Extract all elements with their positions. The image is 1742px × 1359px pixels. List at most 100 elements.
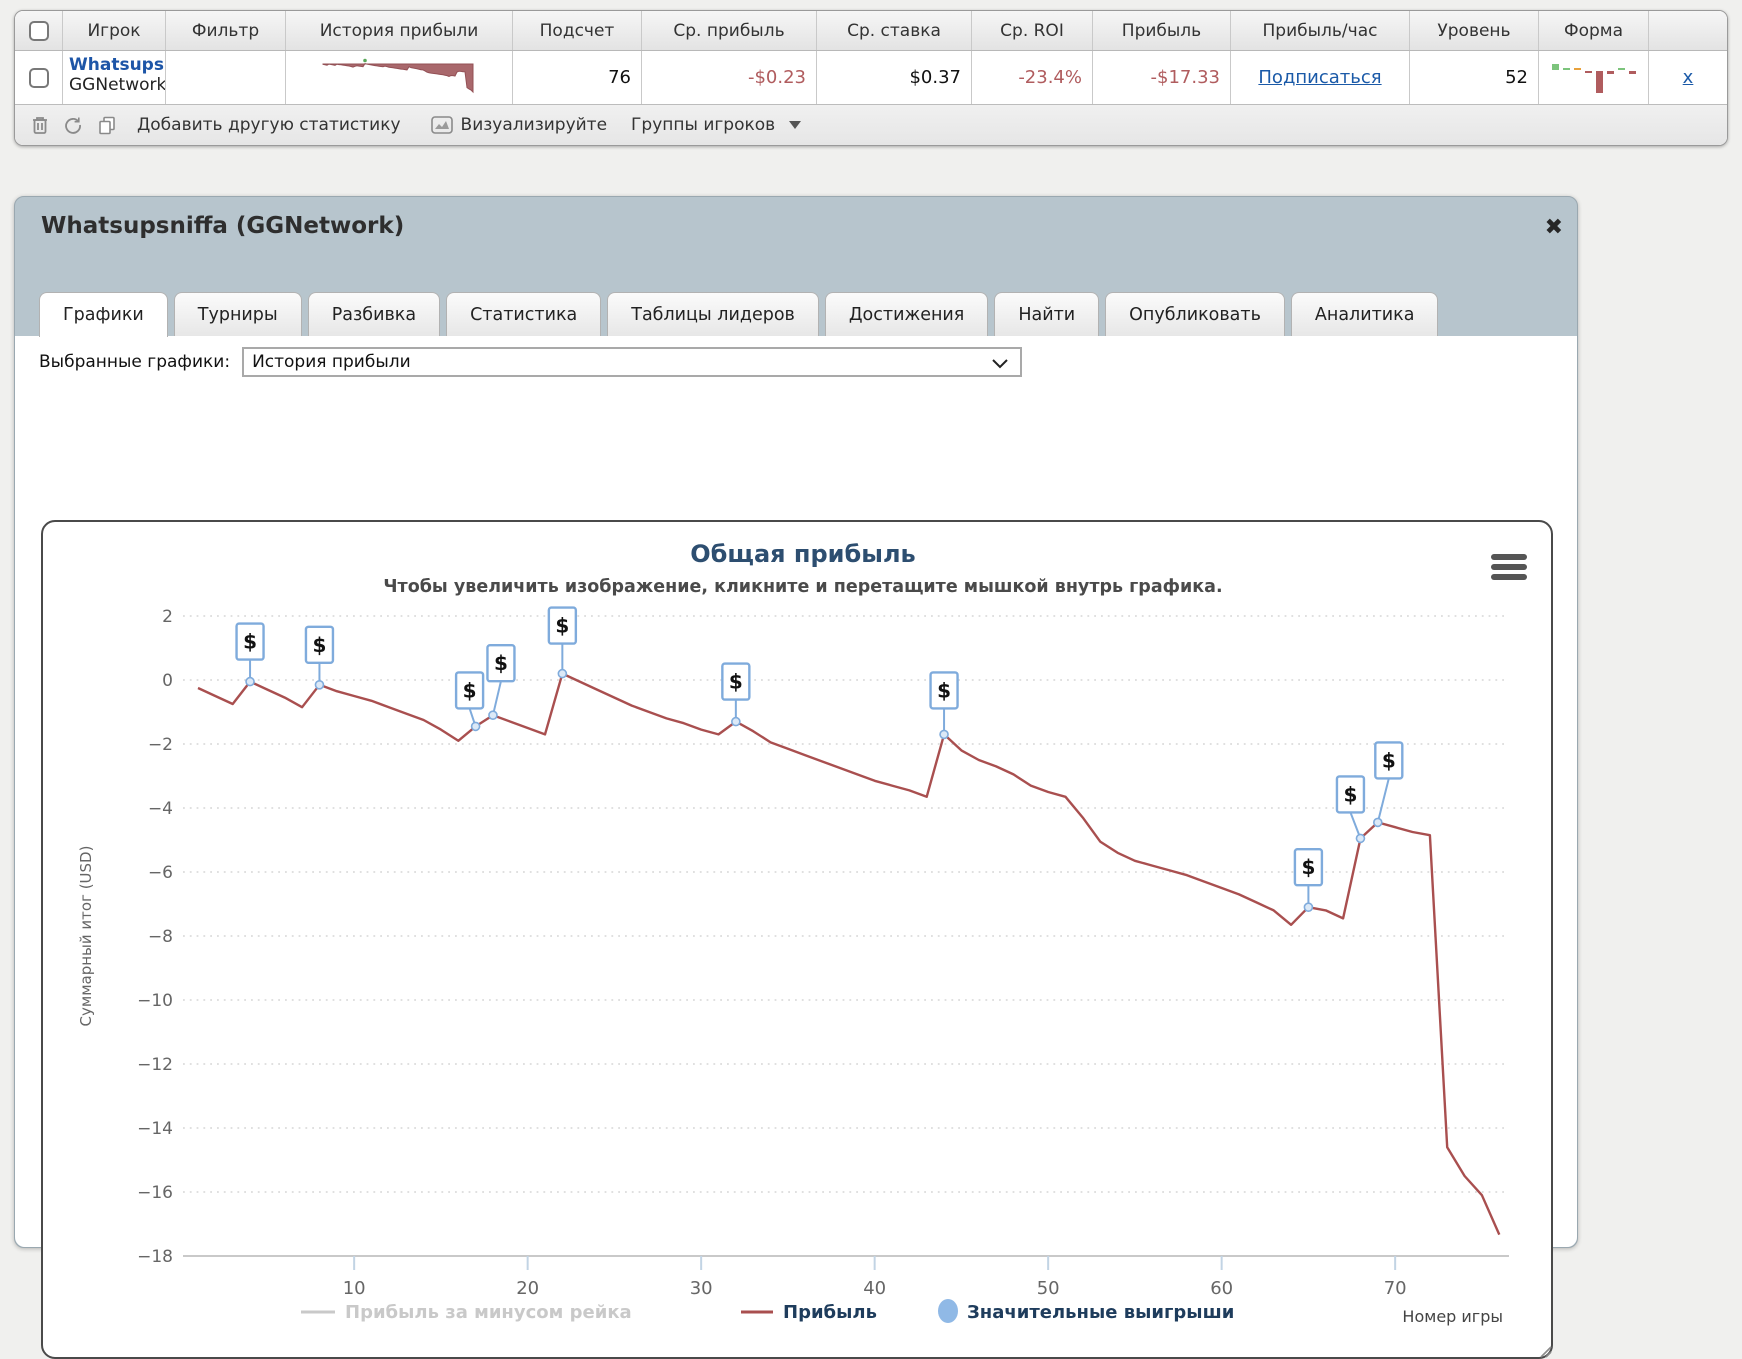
significant-win-marker[interactable]	[1374, 741, 1404, 780]
avg-profit-cell: -$0.23	[642, 51, 817, 104]
hamburger-icon	[1491, 554, 1527, 560]
significant-win-marker[interactable]	[721, 662, 751, 701]
profit-chart[interactable]: Общая прибыль Чтобы увеличить изображение…	[41, 520, 1553, 1359]
panel-title: Whatsupsniffa (GGNetwork)	[41, 213, 405, 239]
trash-icon	[33, 117, 47, 134]
charts-select-label: Выбранные графики:	[39, 352, 231, 372]
svg-text:$: $	[312, 633, 326, 657]
tab-graphs[interactable]: Графики	[39, 292, 168, 337]
chart-controls: Выбранные графики: История прибыли	[39, 347, 1023, 377]
svg-text:30: 30	[690, 1278, 713, 1299]
profit-history-sparkline-cell[interactable]	[286, 51, 513, 104]
significant-win-marker[interactable]	[547, 606, 578, 645]
add-statistic-label: Добавить другую статистику	[137, 115, 401, 135]
results-table-header: Игрок Фильтр История прибыли Подсчет Ср.…	[15, 11, 1727, 51]
svg-text:$: $	[494, 651, 508, 675]
svg-text:Суммарный итог (USD): Суммарный итог (USD)	[77, 846, 95, 1027]
significant-win-marker[interactable]	[235, 622, 265, 661]
level-cell: 52	[1410, 51, 1539, 104]
tab-statistics[interactable]: Статистика	[446, 292, 602, 336]
refresh-button[interactable]	[63, 115, 83, 135]
resize-grip[interactable]	[1535, 1341, 1553, 1359]
tab-leaderboards[interactable]: Таблицы лидеров	[607, 292, 819, 336]
tab-publish[interactable]: Опубликовать	[1105, 292, 1285, 336]
form-sparkline	[1551, 63, 1636, 93]
delete-button[interactable]	[31, 115, 49, 135]
significant-win-marker[interactable]	[486, 643, 516, 683]
legend-significant-wins[interactable]: Значительные выигрыши	[967, 1302, 1234, 1323]
significant-win-marker[interactable]	[1293, 848, 1324, 887]
col-player: Игрок	[63, 11, 166, 50]
svg-text:−10: −10	[137, 991, 173, 1011]
svg-text:10: 10	[343, 1278, 366, 1299]
tab-tournaments[interactable]: Турниры	[173, 292, 302, 336]
avg-roi-cell: -23.4%	[972, 51, 1093, 104]
svg-text:$: $	[1343, 782, 1357, 806]
significant-win-marker[interactable]	[929, 671, 959, 710]
profit-cell: -$17.33	[1093, 51, 1231, 104]
chart-menu-button[interactable]	[1491, 552, 1527, 582]
visualize-button[interactable]: Визуализируйте	[430, 115, 608, 135]
select-all-checkbox[interactable]	[28, 20, 49, 41]
form-cell	[1539, 51, 1649, 104]
col-avg-roi: Ср. ROI	[972, 11, 1093, 50]
filter-cell	[166, 51, 286, 104]
subscribe-link[interactable]: Подписаться	[1258, 67, 1382, 88]
svg-text:0: 0	[162, 671, 173, 691]
col-profit-history: История прибыли	[286, 11, 513, 50]
remove-cell: x	[1649, 51, 1727, 104]
svg-text:Номер игры: Номер игры	[1402, 1307, 1503, 1326]
legend-profit-minus-rake[interactable]: Прибыль за минусом рейка	[345, 1302, 632, 1323]
svg-text:60: 60	[1210, 1278, 1233, 1299]
svg-text:70: 70	[1384, 1278, 1407, 1299]
tab-analytics[interactable]: Аналитика	[1290, 292, 1439, 336]
visualize-label: Визуализируйте	[460, 115, 608, 135]
player-network: GGNetwork	[69, 75, 166, 95]
player-name-link[interactable]: Whatsupsniffa	[69, 55, 165, 75]
significant-win-marker[interactable]	[304, 625, 335, 665]
player-cell: Whatsupsniffa GGNetwork	[63, 51, 166, 104]
svg-text:−6: −6	[148, 863, 173, 883]
svg-text:40: 40	[863, 1278, 886, 1299]
significant-win-marker[interactable]	[454, 671, 485, 710]
player-detail-panel: Whatsupsniffa (GGNetwork) ✖ Графики Турн…	[14, 196, 1578, 1359]
charts-select[interactable]: История прибыли	[242, 347, 1023, 377]
svg-text:−18: −18	[137, 1247, 173, 1267]
legend-profit[interactable]: Прибыль	[783, 1302, 877, 1323]
panel-content: Выбранные графики: История прибыли Общая…	[15, 336, 1577, 1359]
row-checkbox[interactable]	[28, 67, 49, 88]
copy-button[interactable]	[97, 115, 117, 135]
avg-stake-cell: $0.37	[817, 51, 972, 104]
svg-text:$: $	[463, 678, 477, 702]
player-groups-button[interactable]: Группы игроков	[631, 115, 802, 135]
col-form: Форма	[1539, 11, 1649, 50]
col-remove	[1649, 11, 1727, 50]
significant-win-marker[interactable]	[1335, 775, 1366, 814]
profit-history-sparkline	[322, 58, 474, 93]
svg-text:−12: −12	[137, 1055, 173, 1075]
profit-chart-plot[interactable]: Общая прибыль Чтобы увеличить изображение…	[43, 522, 1551, 1357]
count-cell: 76	[513, 51, 642, 104]
svg-text:$: $	[729, 670, 743, 694]
svg-text:$: $	[1382, 748, 1396, 772]
svg-text:Общая прибыль: Общая прибыль	[690, 540, 915, 568]
col-count: Подсчет	[513, 11, 642, 50]
svg-text:−2: −2	[148, 735, 173, 755]
svg-text:Чтобы увеличить изображение, к: Чтобы увеличить изображение, кликните и …	[383, 577, 1222, 597]
add-statistic-button[interactable]: Добавить другую статистику	[137, 115, 401, 135]
row-checkbox-cell	[15, 51, 63, 104]
player-groups-label: Группы игроков	[631, 115, 776, 135]
svg-text:−16: −16	[137, 1183, 173, 1203]
svg-text:−14: −14	[137, 1119, 173, 1139]
charts-select-value: История прибыли	[252, 352, 411, 372]
remove-row-link[interactable]: x	[1682, 67, 1694, 88]
tab-breakdown[interactable]: Разбивка	[307, 292, 441, 336]
close-icon[interactable]: ✖	[1544, 215, 1563, 240]
col-avg-stake: Ср. ставка	[817, 11, 972, 50]
svg-text:2: 2	[162, 607, 173, 627]
svg-text:20: 20	[516, 1278, 539, 1299]
tab-find[interactable]: Найти	[994, 292, 1100, 336]
tab-achievements[interactable]: Достижения	[824, 292, 989, 336]
svg-text:−4: −4	[148, 799, 173, 819]
svg-text:$: $	[937, 678, 951, 702]
